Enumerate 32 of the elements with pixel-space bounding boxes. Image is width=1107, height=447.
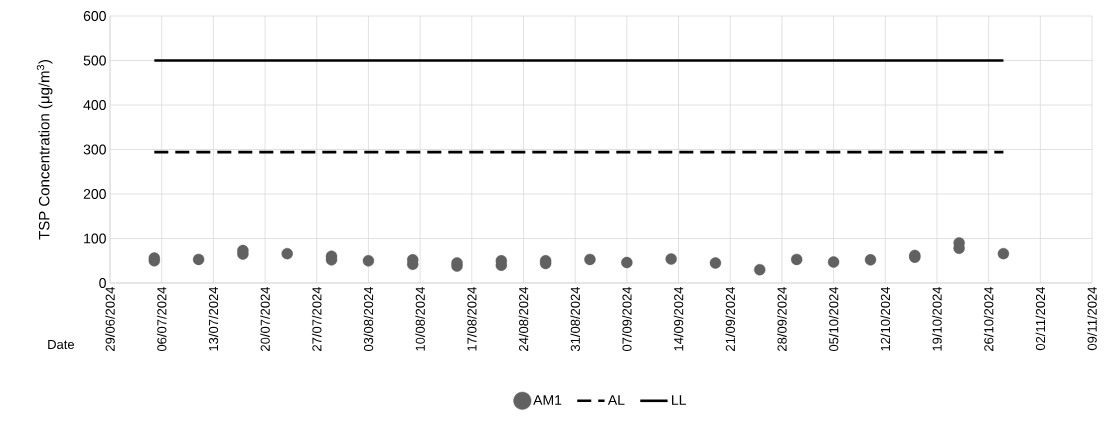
x-tick-label: 28/09/2024: [777, 286, 787, 351]
x-tick-label: 17/08/2024: [467, 286, 477, 351]
legend-label: AM1: [533, 395, 562, 405]
x-tick-label: 10/08/2024: [415, 286, 425, 351]
legend-label: AL: [607, 395, 625, 405]
y-tick-label: 0: [99, 278, 106, 288]
x-tick-label: 20/07/2024: [260, 286, 270, 351]
x-tick-label: 09/11/2024: [1087, 286, 1097, 351]
x-tick-label: 29/06/2024: [105, 286, 115, 351]
x-tick-label: 24/08/2024: [518, 286, 529, 351]
x-tick-label: 13/07/2024: [208, 286, 219, 351]
x-tick-label: 26/10/2024: [983, 286, 994, 351]
x-tick-label: 14/09/2024: [673, 286, 684, 351]
y-tick-label: 300: [83, 144, 106, 155]
x-tick-label: 12/10/2024: [880, 286, 891, 351]
x-tick-label: 05/10/2024: [828, 286, 839, 352]
x-tick-label: 07/09/2024: [622, 286, 632, 352]
x-tick-label: 02/11/2024: [1035, 286, 1046, 351]
y-axis-title: TSP Concentration (μg/m$^{3}$): [36, 60, 53, 240]
y-tick-label: 200: [83, 189, 106, 199]
y-tick-label: 100: [84, 233, 106, 244]
x-tick-label: 03/08/2024: [363, 286, 374, 352]
x-tick-label: 06/07/2024: [156, 286, 167, 352]
y-tick-label: 600: [83, 11, 106, 21]
x-axis-title: Date: [48, 339, 75, 349]
x-tick-label: 31/08/2024: [570, 286, 580, 352]
y-tick-label: 400: [83, 100, 106, 110]
x-tick-label: 19/10/2024: [932, 286, 942, 351]
x-tick-label: 27/07/2024: [311, 286, 322, 351]
y-tick-label: 500: [83, 55, 106, 66]
legend-label: LL: [672, 395, 686, 405]
x-tick-label: 21/09/2024: [725, 286, 735, 351]
